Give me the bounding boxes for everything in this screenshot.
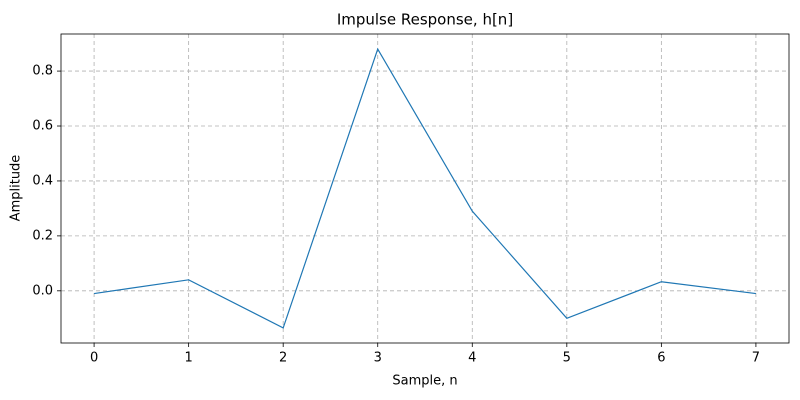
plot-frame [60,33,790,344]
x-axis-label: Sample, n [392,374,457,389]
x-tick-label: 7 [752,351,760,366]
y-tick-label: 0.0 [32,283,53,298]
y-axis-label: Amplitude [9,155,24,222]
data-line [94,47,756,329]
x-tick-label: 0 [90,351,98,366]
x-tick-label: 3 [374,351,382,366]
x-tick-label: 4 [468,351,476,366]
x-tick-label: 5 [563,351,571,366]
chart-title: Impulse Response, h[n] [337,11,513,29]
y-tick-label: 0.4 [32,173,53,188]
x-tick-label: 2 [279,351,287,366]
x-tick-label: 1 [184,351,192,366]
y-tick-label: 0.8 [32,64,53,79]
x-tick-label: 6 [657,351,665,366]
y-tick-label: 0.6 [32,119,53,134]
y-tick-label: 0.2 [32,228,53,243]
